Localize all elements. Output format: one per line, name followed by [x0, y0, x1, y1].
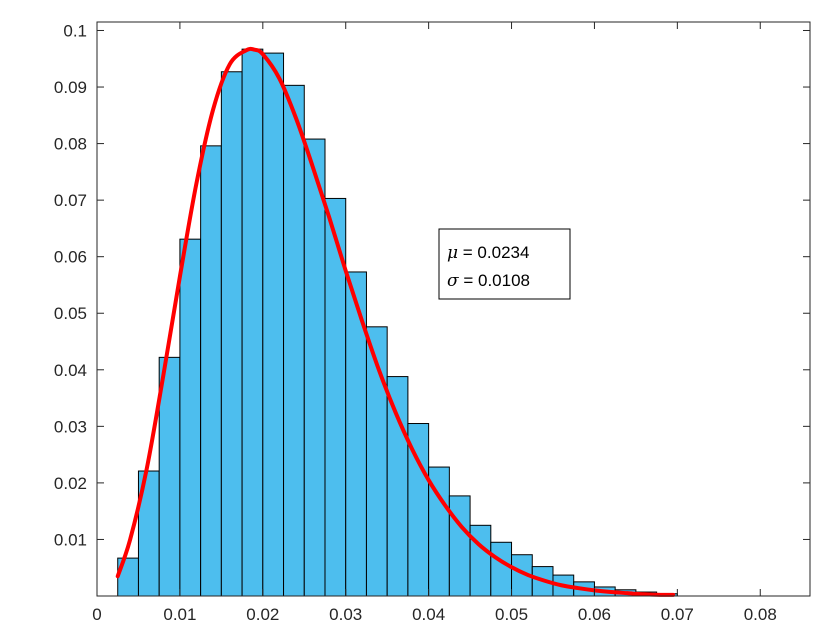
sigma-symbol: σ — [447, 271, 459, 291]
y-tick-label: 0.05 — [54, 304, 87, 323]
stats-legend-frame — [438, 228, 571, 300]
x-tick-label: 0.08 — [744, 605, 777, 624]
fit-curve-line — [115, 46, 676, 597]
histogram-bar — [179, 238, 202, 597]
histogram-bar — [241, 48, 264, 597]
histogram-bar — [490, 541, 513, 597]
y-tick-label: 0.1 — [63, 21, 87, 40]
sigma-annotation: σ = 0.0108 — [447, 271, 530, 291]
histogram-bar — [448, 495, 471, 597]
x-tick-label: 0.02 — [246, 605, 279, 624]
histogram-bar — [262, 52, 285, 597]
mu-symbol: μ — [447, 243, 458, 263]
x-tick-label: 0 — [92, 605, 101, 624]
y-axis: 0.01 0.02 0.03 0.04 0.05 0.06 0.07 0.08 0.09 0.1 — [54, 21, 810, 549]
histogram-bar — [469, 524, 492, 597]
histogram-bars — [117, 48, 678, 597]
x-tick-label: 0.03 — [329, 605, 362, 624]
plot-frame — [96, 21, 811, 597]
x-axis: 0 0.01 0.02 0.03 0.04 0.05 0.06 0.07 0.08 — [92, 22, 777, 624]
mu-annotation: μ = 0.0234 — [447, 243, 529, 263]
y-tick-label: 0.03 — [54, 417, 87, 436]
histogram-bar — [283, 84, 305, 597]
mu-value: = 0.0234 — [458, 243, 529, 262]
stats-legend-box: μ = 0.0234 σ = 0.0108 — [438, 228, 571, 300]
x-tick-label: 0.07 — [661, 605, 694, 624]
y-tick-label: 0.02 — [54, 474, 87, 493]
y-tick-label: 0.09 — [54, 78, 87, 97]
x-tick-label: 0.06 — [578, 605, 611, 624]
y-tick-label: 0.08 — [54, 135, 87, 154]
histogram-bar — [303, 138, 326, 597]
histogram-bar — [386, 376, 409, 597]
y-tick-label: 0.01 — [54, 530, 87, 549]
histogram-bar — [200, 145, 222, 597]
x-tick-label: 0.04 — [412, 605, 445, 624]
histogram-bar — [220, 71, 243, 597]
y-tick-label: 0.04 — [54, 361, 87, 380]
sigma-value: = 0.0108 — [459, 271, 530, 290]
y-tick-label: 0.07 — [54, 191, 87, 210]
y-tick-label: 0.06 — [54, 248, 87, 267]
x-tick-label: 0.05 — [495, 605, 528, 624]
x-tick-label: 0.01 — [163, 605, 196, 624]
